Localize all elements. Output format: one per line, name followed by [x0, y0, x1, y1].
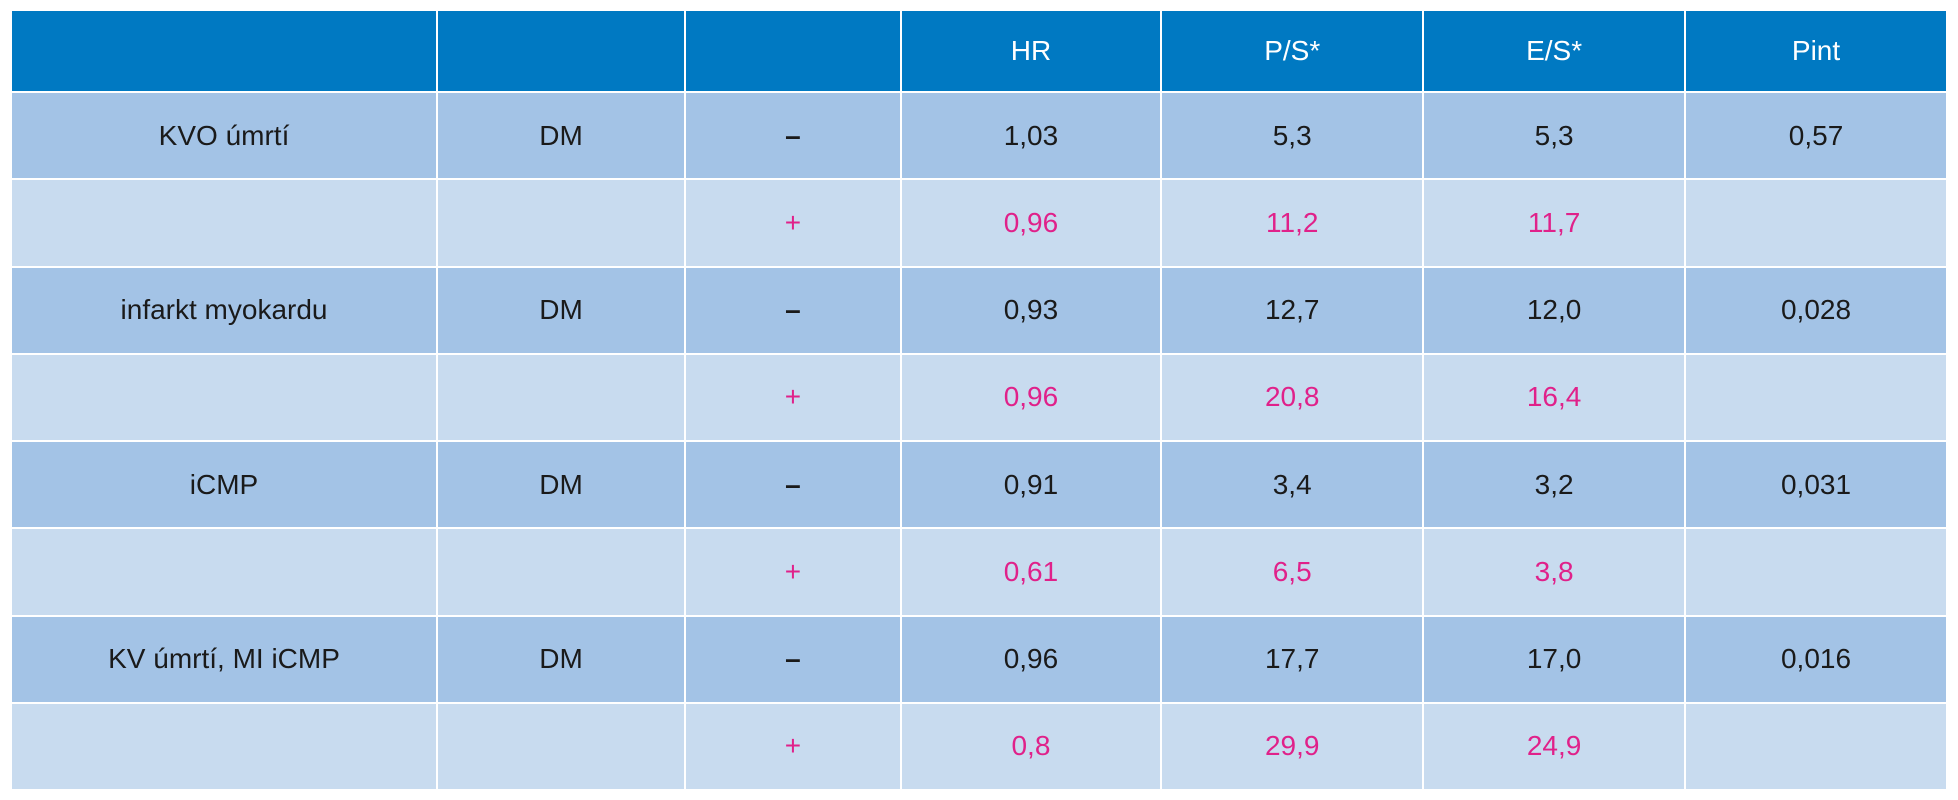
empty-cell — [436, 178, 687, 268]
pint-cell — [1684, 701, 1948, 792]
hr-cell: 0,91 — [899, 439, 1163, 530]
header-cell-hr: HR — [899, 9, 1163, 93]
header-cell-pint: Pint — [1684, 9, 1948, 93]
header-cell-endpoint — [9, 9, 439, 93]
ps-cell: 12,7 — [1160, 265, 1425, 355]
hr-cell: 0,96 — [899, 352, 1163, 443]
endpoint-cell: KV úmrtí, MI iCMP — [9, 614, 439, 704]
sign-cell: – — [684, 265, 902, 355]
endpoint-cell: infarkt myokardu — [9, 265, 439, 355]
es-cell: 3,8 — [1422, 527, 1687, 617]
table-row: KVO úmrtí DM – 1,03 5,3 5,3 0,57 — [9, 90, 1948, 181]
ps-cell: 6,5 — [1160, 527, 1425, 617]
hr-cell: 0,93 — [899, 265, 1163, 355]
es-cell: 12,0 — [1422, 265, 1687, 355]
dm-cell: DM — [436, 265, 687, 355]
sign-cell: – — [684, 439, 902, 530]
table-row: iCMP DM – 0,91 3,4 3,2 0,031 — [9, 439, 1948, 530]
header-cell-dm — [436, 9, 687, 93]
dm-cell: DM — [436, 90, 687, 181]
pint-cell: 0,016 — [1684, 614, 1948, 704]
dm-cell: DM — [436, 614, 687, 704]
empty-cell — [436, 527, 687, 617]
ps-cell: 29,9 — [1160, 701, 1425, 792]
empty-cell — [436, 352, 687, 443]
header-cell-sign — [684, 9, 902, 93]
hr-cell: 0,96 — [899, 178, 1163, 268]
results-table-frame: HR P/S* E/S* Pint KVO úmrtí DM – 1,03 5,… — [9, 9, 1948, 792]
dm-cell: DM — [436, 439, 687, 530]
sign-cell: + — [684, 527, 902, 617]
table-row: KV úmrtí, MI iCMP DM – 0,96 17,7 17,0 0,… — [9, 614, 1948, 704]
header-cell-es: E/S* — [1422, 9, 1687, 93]
hr-cell: 0,96 — [899, 614, 1163, 704]
pint-cell — [1684, 352, 1948, 443]
ps-cell: 5,3 — [1160, 90, 1425, 181]
table-row: + 0,61 6,5 3,8 — [9, 527, 1948, 617]
endpoint-cell: KVO úmrtí — [9, 90, 439, 181]
es-cell: 17,0 — [1422, 614, 1687, 704]
table-row: infarkt myokardu DM – 0,93 12,7 12,0 0,0… — [9, 265, 1948, 355]
table-row: + 0,96 11,2 11,7 — [9, 178, 1948, 268]
header-cell-ps: P/S* — [1160, 9, 1425, 93]
hr-cell: 0,8 — [899, 701, 1163, 792]
pint-cell: 0,57 — [1684, 90, 1948, 181]
hr-cell: 1,03 — [899, 90, 1163, 181]
ps-cell: 20,8 — [1160, 352, 1425, 443]
empty-cell — [9, 701, 439, 792]
es-cell: 16,4 — [1422, 352, 1687, 443]
pint-cell — [1684, 527, 1948, 617]
empty-cell — [436, 701, 687, 792]
sign-cell: – — [684, 90, 902, 181]
es-cell: 3,2 — [1422, 439, 1687, 530]
empty-cell — [9, 527, 439, 617]
pint-cell: 0,031 — [1684, 439, 1948, 530]
es-cell: 5,3 — [1422, 90, 1687, 181]
table-row: + 0,8 29,9 24,9 — [9, 701, 1948, 792]
sign-cell: + — [684, 701, 902, 792]
sign-cell: – — [684, 614, 902, 704]
empty-cell — [9, 352, 439, 443]
results-table: HR P/S* E/S* Pint KVO úmrtí DM – 1,03 5,… — [9, 9, 1948, 792]
pint-cell: 0,028 — [1684, 265, 1948, 355]
sign-cell: + — [684, 352, 902, 443]
sign-cell: + — [684, 178, 902, 268]
empty-cell — [9, 178, 439, 268]
hr-cell: 0,61 — [899, 527, 1163, 617]
es-cell: 11,7 — [1422, 178, 1687, 268]
ps-cell: 3,4 — [1160, 439, 1425, 530]
endpoint-cell: iCMP — [9, 439, 439, 530]
es-cell: 24,9 — [1422, 701, 1687, 792]
table-row: + 0,96 20,8 16,4 — [9, 352, 1948, 443]
ps-cell: 17,7 — [1160, 614, 1425, 704]
pint-cell — [1684, 178, 1948, 268]
header-row: HR P/S* E/S* Pint — [9, 9, 1948, 93]
ps-cell: 11,2 — [1160, 178, 1425, 268]
